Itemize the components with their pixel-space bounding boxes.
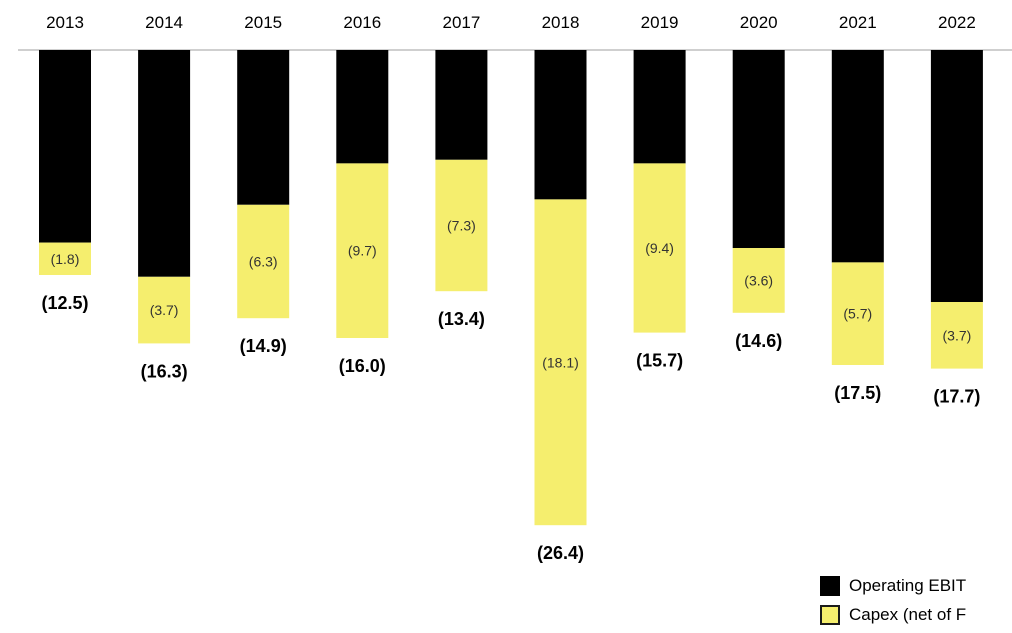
data-label-capex: (3.7) xyxy=(150,302,179,318)
bar-segment-operating-ebit xyxy=(930,50,983,302)
bar-segment-operating-ebit xyxy=(534,50,587,200)
bar-segment-capex xyxy=(930,302,983,369)
x-tick-label: 2021 xyxy=(839,13,877,32)
data-label-total: (16.0) xyxy=(339,356,386,376)
data-label-total: (17.5) xyxy=(834,383,881,403)
data-label-capex: (7.3) xyxy=(447,218,476,234)
bar-segment-operating-ebit xyxy=(633,50,686,164)
bar-segment-capex xyxy=(237,204,290,319)
legend-swatch-operating-ebit xyxy=(820,575,840,596)
data-label-total: (12.5) xyxy=(41,293,88,313)
data-label-capex: (5.7) xyxy=(843,306,872,322)
data-label-capex: (1.8) xyxy=(51,251,80,267)
stacked-bar-chart: 2013 (1.8) (12.5) 2014 (3.7) (16.3) 2015 (6.3) (… xyxy=(18,13,1012,563)
legend-label-capex: Capex (net of F xyxy=(849,604,967,624)
bar-segment-capex xyxy=(534,199,587,526)
bar-segment-operating-ebit xyxy=(138,50,191,277)
legend: Operating EBIT Capex (net of F xyxy=(820,575,1012,633)
legend-item-operating-ebit: Operating EBIT xyxy=(820,575,1012,596)
bar-segment-capex xyxy=(336,163,389,338)
bar-segment-operating-ebit xyxy=(39,50,91,243)
data-label-total: (13.4) xyxy=(438,309,485,329)
x-tick-label: 2017 xyxy=(442,13,480,32)
bar-segment-operating-ebit xyxy=(831,50,884,263)
x-tick-label: 2019 xyxy=(641,13,679,32)
data-label-capex: (6.3) xyxy=(249,254,278,270)
data-label-capex: (9.4) xyxy=(645,240,674,256)
x-tick-label: 2022 xyxy=(938,13,976,32)
legend-swatch-capex xyxy=(820,604,840,625)
bar-segment-operating-ebit xyxy=(732,50,785,248)
data-label-capex: (3.6) xyxy=(744,272,773,288)
bar-segment-capex xyxy=(831,262,884,365)
bar-segment-capex xyxy=(732,248,785,313)
data-label-total: (26.4) xyxy=(537,543,584,563)
data-label-total: (17.7) xyxy=(933,387,980,407)
data-label-total: (15.7) xyxy=(636,351,683,371)
data-label-capex: (18.1) xyxy=(542,354,579,370)
bar-segment-operating-ebit xyxy=(237,50,290,205)
data-label-capex: (9.7) xyxy=(348,243,377,259)
x-tick-label: 2014 xyxy=(145,13,183,32)
x-tick-label: 2018 xyxy=(542,13,580,32)
x-tick-label: 2013 xyxy=(46,13,84,32)
x-tick-label: 2016 xyxy=(343,13,381,32)
data-label-total: (14.9) xyxy=(240,336,287,356)
data-label-total: (16.3) xyxy=(141,361,188,381)
x-tick-label: 2020 xyxy=(740,13,778,32)
data-label-total: (14.6) xyxy=(735,331,782,351)
legend-label-operating-ebit: Operating EBIT xyxy=(849,575,967,595)
x-tick-label: 2015 xyxy=(244,13,282,32)
bar-segment-capex xyxy=(138,276,191,344)
data-label-capex: (3.7) xyxy=(943,327,972,343)
bar-segment-capex xyxy=(39,242,91,275)
bar-segment-capex xyxy=(633,163,686,333)
bar-segment-operating-ebit xyxy=(336,50,389,164)
bar-segment-capex xyxy=(435,159,488,292)
legend-item-capex: Capex (net of F xyxy=(820,604,1012,625)
bar-segment-operating-ebit xyxy=(435,50,488,160)
